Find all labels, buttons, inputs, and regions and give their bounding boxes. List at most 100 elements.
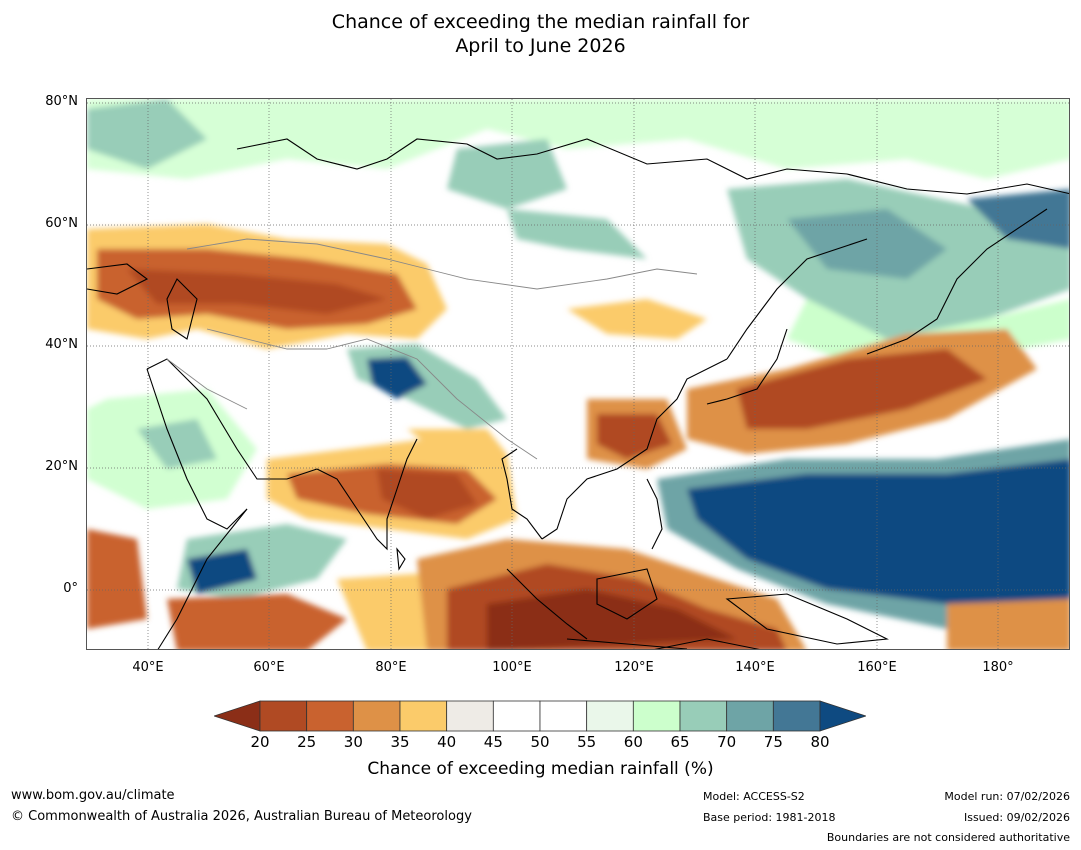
title-line-1: Chance of exceeding the median rainfall … bbox=[331, 11, 750, 33]
lat-label-40n: 40°N bbox=[45, 337, 78, 352]
colorbar-segment bbox=[492, 700, 541, 732]
lat-label-80n: 80°N bbox=[45, 94, 78, 109]
graticule bbox=[87, 99, 1069, 649]
colorbar-segment bbox=[446, 700, 494, 732]
colorbar-tick-label: 20 bbox=[250, 733, 270, 751]
coastline-okhotsk bbox=[726, 238, 868, 360]
coastline-japan bbox=[706, 328, 788, 405]
boundaries-disclaimer: Boundaries are not considered authoritat… bbox=[826, 831, 1070, 844]
coastline-borneo bbox=[596, 568, 658, 620]
region-northeast-dark bbox=[967, 189, 1069, 249]
coastline-bengal bbox=[316, 438, 418, 551]
colorbar-tick-label: 70 bbox=[717, 733, 737, 751]
coastline-arctic bbox=[236, 138, 1069, 195]
base-period-info: Base period: 1981-2018 bbox=[703, 811, 836, 824]
chart-title: Chance of exceeding the median rainfall … bbox=[0, 10, 1081, 58]
colorbar-svg bbox=[212, 700, 868, 732]
colorbar-tick-label: 35 bbox=[390, 733, 410, 751]
region-pacific-se-orange bbox=[947, 599, 1069, 649]
coastline-australia-north bbox=[654, 638, 760, 649]
colorbar-segment bbox=[539, 700, 588, 732]
rainfall-shading bbox=[87, 99, 1069, 649]
colorbar-segment bbox=[632, 700, 681, 732]
colorbar bbox=[212, 700, 868, 732]
website-link[interactable]: www.bom.gov.au/climate bbox=[11, 788, 175, 803]
issued-info: Issued: 09/02/2026 bbox=[963, 811, 1070, 824]
lon-label-160e: 160°E bbox=[857, 660, 897, 675]
region-tibet-teal bbox=[347, 344, 507, 429]
colorbar-tick-label: 80 bbox=[810, 733, 830, 751]
title-line-2: April to June 2026 bbox=[455, 35, 626, 57]
country-borders bbox=[166, 238, 698, 460]
lat-label-0: 0° bbox=[63, 581, 78, 596]
rainfall-outlook-map bbox=[86, 98, 1070, 650]
colorbar-segment bbox=[586, 700, 634, 732]
coastline-red-sea bbox=[146, 368, 248, 530]
coastline-philippines bbox=[646, 478, 663, 550]
border-kazakhstan-russia bbox=[186, 238, 428, 270]
lat-label-60n: 60°N bbox=[45, 216, 78, 231]
region-central-asia-dark bbox=[127, 269, 387, 314]
lat-label-20n: 20°N bbox=[45, 459, 78, 474]
colorbar-segment bbox=[399, 700, 448, 732]
coastline-korea-china bbox=[541, 358, 728, 540]
colorbar-tick-label: 40 bbox=[437, 733, 457, 751]
region-somali-brown bbox=[167, 594, 347, 649]
coastlines bbox=[87, 138, 1069, 649]
colorbar-tick-label: 50 bbox=[530, 733, 550, 751]
coastline-sumatra bbox=[506, 568, 588, 640]
region-central-siberia-teal bbox=[507, 209, 647, 259]
colorbar-segment bbox=[306, 700, 354, 732]
lon-label-100e: 100°E bbox=[492, 660, 532, 675]
coastline-caspian bbox=[166, 278, 198, 340]
coastline-black-sea bbox=[87, 263, 149, 295]
region-mongolia-orange bbox=[567, 299, 707, 339]
coastline-horn-of-africa bbox=[157, 508, 248, 649]
region-arabia-teal bbox=[137, 419, 217, 469]
region-pacific-blue bbox=[687, 459, 1069, 604]
border-china-south bbox=[326, 338, 538, 460]
map-canvas bbox=[87, 99, 1069, 649]
region-pacific-brown bbox=[737, 349, 987, 429]
colorbar-segment bbox=[352, 700, 401, 732]
model-info: Model: ACCESS-S2 bbox=[703, 790, 805, 803]
region-bangladesh-orange bbox=[407, 429, 507, 459]
lon-label-80e: 80°E bbox=[375, 660, 407, 675]
model-run-info: Model run: 07/02/2026 bbox=[944, 790, 1070, 803]
colorbar-segment bbox=[726, 700, 774, 732]
colorbar-segment bbox=[259, 700, 308, 732]
coastline-sri-lanka bbox=[396, 547, 406, 571]
lon-label-40e: 40°E bbox=[132, 660, 164, 675]
region-arabian-sea-blue bbox=[187, 549, 257, 594]
lon-label-60e: 60°E bbox=[253, 660, 285, 675]
colorbar-tick-label: 65 bbox=[670, 733, 690, 751]
region-china-brown bbox=[597, 414, 672, 459]
copyright-text: © Commonwealth of Australia 2026, Austra… bbox=[11, 809, 472, 824]
colorbar-arrow-low bbox=[212, 700, 261, 732]
coastline-new-guinea bbox=[725, 593, 889, 645]
colorbar-tick-label: 75 bbox=[763, 733, 783, 751]
border-iran-afghanistan bbox=[206, 328, 327, 350]
region-northwest-teal bbox=[87, 99, 207, 169]
region-tibet-blue bbox=[367, 357, 427, 399]
lon-label-140e: 140°E bbox=[735, 660, 775, 675]
border-china-mongolia bbox=[426, 268, 698, 290]
border-arabia bbox=[166, 358, 248, 410]
colorbar-tick-label: 45 bbox=[483, 733, 503, 751]
coastline-indochina bbox=[501, 448, 543, 540]
coastline-pacific-russia bbox=[866, 208, 1048, 355]
colorbar-label: Chance of exceeding median rainfall (%) bbox=[367, 759, 714, 779]
region-east-siberia-dark bbox=[787, 209, 947, 279]
region-bengal-dark bbox=[377, 469, 477, 519]
colorbar-tick-label: 55 bbox=[577, 733, 597, 751]
lon-label-180: 180° bbox=[982, 660, 1014, 675]
colorbar-tick-label: 25 bbox=[297, 733, 317, 751]
lon-label-120e: 120°E bbox=[614, 660, 654, 675]
colorbar-segment bbox=[679, 700, 728, 732]
region-north-russia-green bbox=[87, 99, 1069, 179]
colorbar-arrow-high bbox=[819, 700, 868, 732]
colorbar-tick-label: 30 bbox=[343, 733, 363, 751]
region-siberia-teal bbox=[447, 139, 567, 209]
colorbar-tick-label: 60 bbox=[623, 733, 643, 751]
region-maritime-darkest bbox=[487, 589, 737, 649]
